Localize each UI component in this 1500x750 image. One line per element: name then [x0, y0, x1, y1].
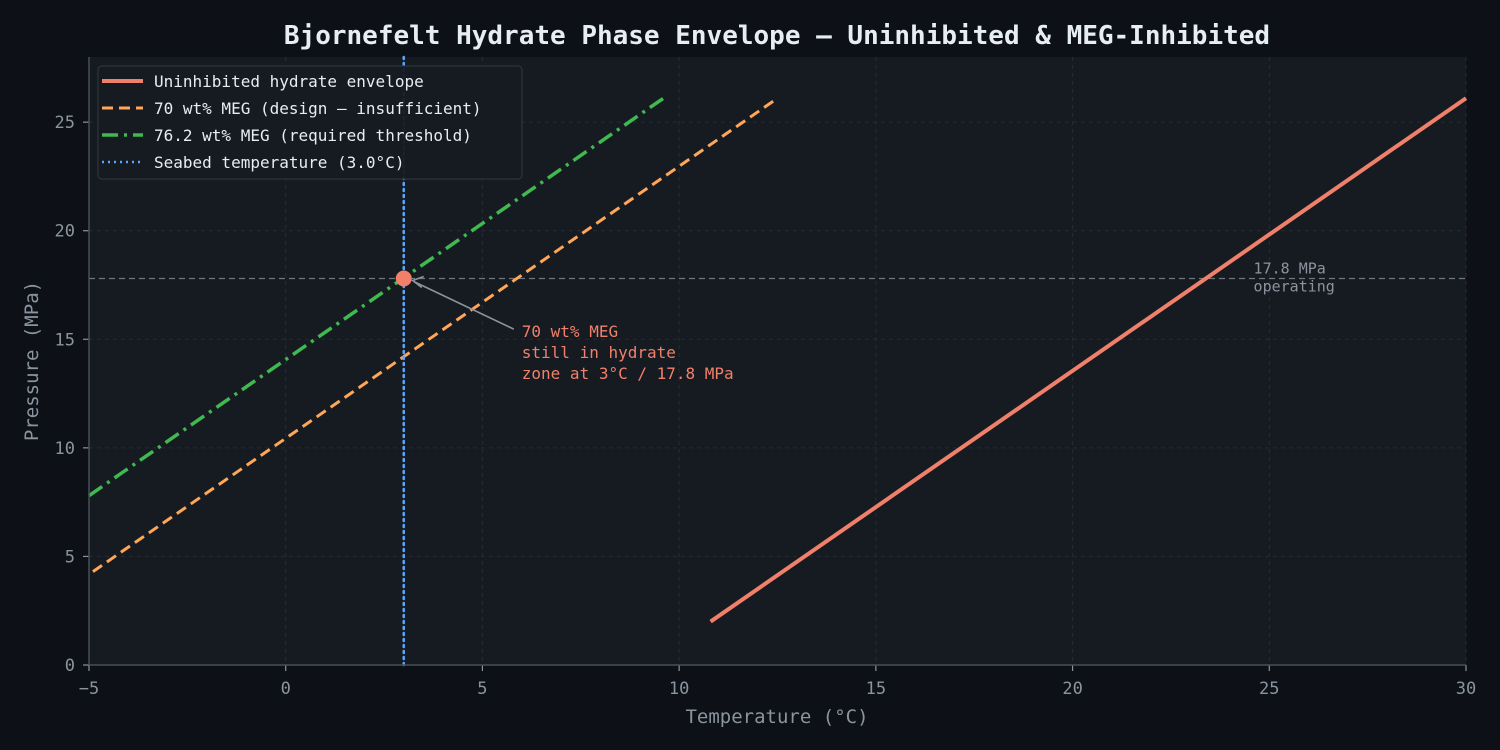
- y-tick-label: 15: [55, 330, 75, 350]
- series-line-2: [92, 97, 779, 573]
- y-tick-label: 0: [65, 656, 75, 676]
- legend-label-3: 76.2 wt% MEG (required threshold): [154, 126, 472, 145]
- annotation-arrow: [413, 280, 515, 330]
- y-tick-label: 20: [55, 222, 75, 242]
- x-tick-label: 10: [669, 679, 689, 699]
- y-tick-label: 5: [65, 547, 75, 567]
- x-tick-label: 0: [281, 679, 291, 699]
- legend: Uninhibited hydrate envelope 70 wt% MEG (…: [97, 65, 523, 180]
- x-tick-label: 5: [477, 679, 487, 699]
- legend-label-2: 70 wt% MEG (design — insufficient): [154, 99, 482, 118]
- x-tick-label: 25: [1259, 679, 1279, 699]
- chart-title: Bjornefelt Hydrate Phase Envelope — Unin…: [284, 21, 1270, 51]
- x-tick-label: 15: [866, 679, 886, 699]
- series-line-3: [88, 96, 665, 498]
- annotation-arrowhead: [411, 275, 425, 289]
- legend-label-4: Seabed temperature (3.0°C): [154, 153, 404, 172]
- x-axis-label: Temperature (°C): [685, 706, 868, 728]
- annotation-layer: 70 wt% MEG still in hydrate zone at 3°C / …: [395, 270, 734, 383]
- series-line-1: [709, 96, 1468, 624]
- x-tick-label: 20: [1062, 679, 1082, 699]
- x-tick-label: −5: [79, 679, 99, 699]
- annotation-text: zone at 3°C / 17.8 MPa: [522, 364, 734, 383]
- operating-point-marker: [395, 270, 412, 287]
- legend-label-1: Uninhibited hydrate envelope: [154, 72, 424, 91]
- operating-pressure-label: 17.8 MPa: [1254, 259, 1326, 277]
- y-axis-label: Pressure (MPa): [21, 281, 43, 441]
- annotation-text: 70 wt% MEG: [522, 322, 618, 341]
- y-tick-label: 10: [55, 439, 75, 459]
- y-tick-label: 25: [55, 113, 75, 133]
- operating-pressure-label: operating: [1254, 277, 1335, 295]
- legend-box: [97, 65, 523, 180]
- annotation-text: still in hydrate: [522, 343, 676, 362]
- x-tick-label: 30: [1456, 679, 1476, 699]
